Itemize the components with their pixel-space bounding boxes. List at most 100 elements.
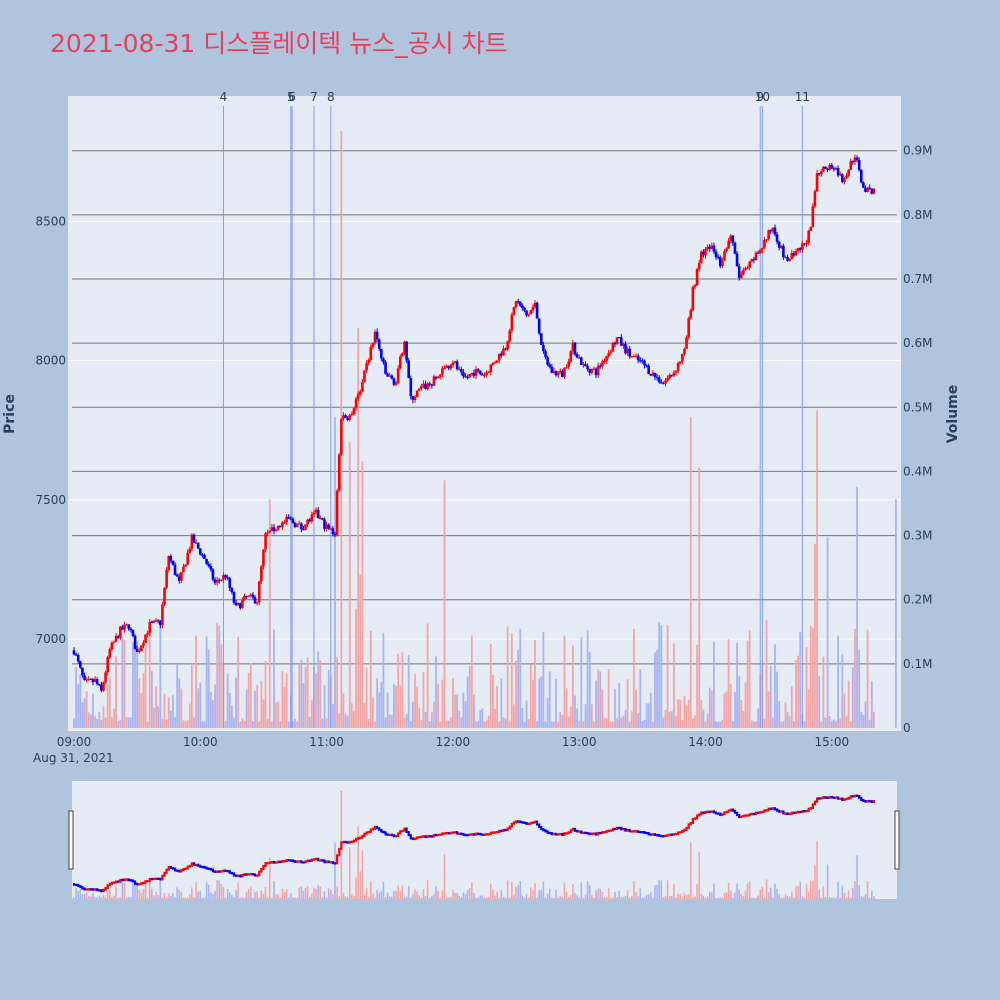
candle bbox=[508, 328, 512, 344]
volume-bar bbox=[226, 673, 229, 728]
mini-candle bbox=[624, 827, 627, 832]
candle bbox=[769, 229, 773, 235]
mini-volume-bar bbox=[443, 854, 446, 899]
candle bbox=[163, 587, 166, 607]
volume-bar bbox=[323, 685, 326, 728]
mini-candle bbox=[277, 860, 280, 864]
mini-candle bbox=[824, 796, 827, 799]
mini-volume-bar bbox=[700, 893, 703, 899]
mini-candle bbox=[407, 831, 410, 837]
mini-volume-bar bbox=[422, 888, 425, 899]
x-tick-label: 09:00 bbox=[57, 735, 92, 749]
mini-candle bbox=[786, 812, 789, 816]
candle bbox=[140, 644, 143, 652]
volume-bar bbox=[614, 689, 616, 728]
mini-volume-bar bbox=[348, 847, 351, 899]
candle bbox=[188, 546, 192, 554]
mini-volume-bar bbox=[727, 882, 730, 899]
mini-candle bbox=[300, 860, 303, 864]
volume-bar bbox=[104, 717, 107, 728]
mini-volume-bar bbox=[681, 897, 684, 899]
mini-volume-bar bbox=[102, 895, 105, 899]
mini-volume-bar bbox=[487, 896, 490, 899]
volume-bar bbox=[296, 721, 299, 728]
range-slider-right-handle[interactable] bbox=[894, 810, 900, 870]
volume-bar bbox=[601, 689, 604, 728]
volume-bar bbox=[553, 721, 555, 728]
mini-volume-bar bbox=[548, 888, 551, 899]
candle bbox=[777, 240, 781, 251]
candle bbox=[205, 558, 208, 565]
mini-volume-bar bbox=[90, 896, 92, 899]
candle bbox=[337, 452, 341, 493]
volume-bar bbox=[868, 719, 871, 728]
mini-candle bbox=[228, 870, 231, 874]
candle bbox=[630, 356, 634, 358]
candle bbox=[491, 362, 495, 367]
candle bbox=[106, 655, 109, 676]
mini-volume-bar bbox=[595, 890, 597, 899]
mini-volume-bar bbox=[702, 895, 705, 899]
volume-bar bbox=[247, 673, 250, 728]
x-tick-label: 14:00 bbox=[688, 735, 723, 749]
mini-candle bbox=[717, 812, 720, 815]
mini-candle bbox=[521, 821, 524, 824]
volume-bar bbox=[540, 676, 543, 728]
volume-bar bbox=[895, 499, 897, 728]
mini-volume-bar bbox=[576, 895, 578, 899]
volume-bar bbox=[355, 609, 357, 728]
candle bbox=[613, 341, 617, 348]
mini-candle bbox=[822, 796, 825, 800]
volume-bar bbox=[839, 718, 842, 728]
volume-bar bbox=[437, 684, 440, 728]
candle bbox=[689, 308, 693, 320]
candle bbox=[253, 595, 257, 605]
volume-bar bbox=[508, 720, 511, 728]
mini-volume-bar bbox=[795, 886, 797, 899]
candle bbox=[859, 169, 863, 184]
mini-volume-bar bbox=[561, 896, 564, 899]
mini-candle bbox=[150, 877, 153, 881]
mini-volume-bar bbox=[471, 882, 473, 899]
volume-bar bbox=[603, 718, 606, 728]
volume-bar bbox=[639, 669, 642, 728]
mini-candle bbox=[649, 833, 652, 836]
candle bbox=[453, 360, 457, 364]
mini-candle bbox=[618, 826, 621, 830]
volume-bar bbox=[342, 693, 345, 728]
y-axis-title: Price bbox=[2, 394, 18, 434]
mini-candle bbox=[843, 798, 846, 801]
volume-bar bbox=[723, 693, 726, 728]
volume-bar bbox=[797, 655, 800, 728]
range-slider-left-handle[interactable] bbox=[68, 810, 74, 870]
mini-candle bbox=[860, 796, 863, 802]
mini-volume-bar bbox=[123, 882, 126, 899]
volume-bar bbox=[725, 691, 728, 728]
volume-bar bbox=[685, 705, 688, 728]
mini-volume-bar bbox=[313, 887, 315, 899]
mini-volume-bar bbox=[468, 887, 471, 899]
mini-candle bbox=[439, 833, 442, 836]
mini-volume-bar bbox=[662, 897, 665, 899]
mini-volume-bar bbox=[593, 897, 595, 899]
mini-candle bbox=[481, 833, 484, 836]
volume-bar bbox=[814, 543, 816, 728]
volume-bar bbox=[350, 703, 353, 728]
candle bbox=[413, 395, 417, 403]
volume-bar bbox=[220, 644, 223, 728]
mini-volume-bar bbox=[462, 892, 465, 899]
volume-bar bbox=[561, 714, 564, 728]
candle bbox=[369, 344, 373, 362]
candle bbox=[329, 526, 333, 530]
candle bbox=[552, 367, 556, 374]
mini-volume-bar bbox=[603, 897, 606, 899]
candle bbox=[855, 155, 859, 163]
mini-candle bbox=[140, 882, 143, 886]
mini-volume-bar bbox=[292, 897, 294, 899]
mini-candle bbox=[828, 795, 831, 799]
candle bbox=[352, 407, 356, 416]
mini-volume-bar bbox=[849, 897, 852, 899]
mini-candle bbox=[424, 835, 427, 839]
mini-volume-bar bbox=[281, 888, 284, 899]
range-slider-background[interactable] bbox=[72, 781, 897, 899]
